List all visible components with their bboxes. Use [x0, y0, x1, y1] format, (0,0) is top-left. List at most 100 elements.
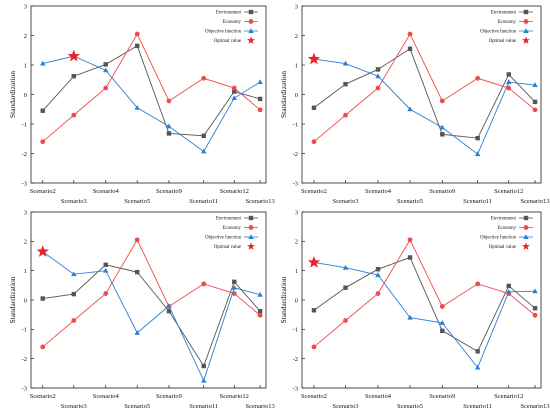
data-point [201, 148, 207, 154]
legend-marker [523, 225, 529, 230]
x-tick-label: Scenario11 [189, 198, 218, 205]
series-line-economy [313, 33, 536, 143]
data-point [506, 72, 511, 77]
legend-label: Economy [223, 20, 242, 25]
data-point [375, 85, 381, 91]
legend-label: Environment [491, 11, 517, 16]
x-tick-label: Scenario3 [332, 403, 358, 410]
y-tick-label: -3 [293, 180, 298, 187]
x-tick-label: Scenario3 [332, 198, 358, 205]
data-point [311, 344, 317, 350]
data-point [375, 67, 381, 72]
data-point [407, 106, 413, 112]
chart-panel-bottom-left: -3 -2 -1 0 1 2 3 Standardization Scenario2 Scenar… [8, 209, 275, 410]
legend-marker [523, 28, 529, 33]
x-tick-label: Scenario5 [124, 403, 150, 410]
y-tick-label: -2 [22, 151, 27, 158]
data-point [439, 124, 445, 130]
data-point [342, 264, 349, 270]
data-point [532, 107, 538, 113]
legend-marker [523, 19, 529, 24]
data-point [311, 139, 317, 145]
series-line-economy [42, 238, 261, 348]
x-tick-label: Scenario5 [397, 403, 423, 410]
legend-label: Environment [216, 217, 242, 222]
x-tick-label: Scenario2 [30, 393, 56, 400]
optimal-value-star [307, 52, 321, 65]
data-point [343, 81, 348, 87]
x-tick-label: Scenario2 [301, 393, 327, 400]
x-tick-label: Scenario3 [61, 198, 87, 205]
x-tick-label: Scenario9 [429, 393, 455, 400]
legend-marker [248, 234, 254, 239]
data-point [231, 95, 237, 101]
y-tick-label: 2 [24, 239, 27, 246]
data-point [40, 296, 45, 301]
y-tick-label: -2 [293, 151, 298, 158]
data-point [103, 262, 108, 267]
x-tick-label: Scenario12 [494, 188, 523, 195]
data-point [166, 303, 172, 308]
data-point [134, 31, 140, 37]
data-point [201, 133, 206, 138]
legend-label: Optimal value [489, 245, 516, 250]
data-point [166, 98, 172, 104]
data-point [166, 308, 172, 314]
legend-label: Optimal value [489, 39, 516, 44]
data-point [506, 283, 511, 289]
data-point [532, 82, 538, 88]
legend-marker [523, 215, 529, 221]
data-point [407, 31, 413, 37]
data-point [166, 131, 172, 136]
data-point [440, 132, 445, 137]
data-point [532, 306, 538, 311]
chart-panel-top-right: -3 -2 -1 0 1 2 3 Standardization Scenario2 Scenar… [279, 3, 550, 205]
data-point [343, 285, 348, 290]
y-tick-label: 3 [295, 3, 298, 10]
data-point [257, 308, 263, 314]
optimal-value-star [36, 245, 49, 257]
legend-marker [248, 9, 254, 15]
series-line-economy [42, 33, 261, 143]
x-tick-label: Scenario5 [124, 198, 150, 205]
x-tick-label: Scenario11 [189, 403, 218, 410]
x-tick-label: Scenario2 [301, 188, 327, 195]
data-point [342, 60, 349, 66]
series-line-objective-function [42, 55, 261, 153]
y-tick-label: -1 [293, 121, 298, 128]
legend-star [247, 242, 255, 250]
x-tick-label: Scenario5 [397, 198, 423, 205]
data-point [407, 46, 413, 51]
y-tick-label: -3 [293, 385, 298, 392]
x-tick-label: Scenario9 [156, 188, 182, 195]
data-point [201, 281, 207, 287]
legend-marker [248, 225, 254, 230]
x-tick-label: Scenario13 [246, 198, 275, 205]
x-tick-label: Scenario3 [61, 403, 87, 410]
series-line-economy [313, 238, 536, 348]
data-point [231, 85, 237, 91]
legend-label: Optimal value [214, 245, 241, 250]
data-point [40, 108, 45, 113]
legend-marker [248, 28, 254, 33]
legend-label: Environment [216, 11, 242, 16]
y-tick-label: 1 [24, 268, 27, 275]
y-axis-label: Standardization [8, 276, 17, 323]
data-point [134, 104, 140, 110]
x-tick-label: Scenario9 [429, 188, 455, 195]
data-point [532, 99, 538, 105]
legend-marker [248, 19, 254, 24]
data-point [375, 73, 381, 79]
data-point [532, 312, 538, 318]
data-point [475, 75, 481, 81]
x-tick-label: Scenario13 [520, 198, 549, 205]
x-tick-label: Scenario4 [365, 393, 392, 400]
data-point [375, 267, 381, 272]
y-tick-label: 2 [24, 33, 27, 40]
optimal-value-star [67, 49, 80, 62]
data-point [71, 271, 77, 277]
x-tick-label: Scenario2 [30, 188, 56, 195]
y-tick-label: -1 [22, 121, 27, 128]
chart-panel-bottom-right: -3 -2 -1 0 1 2 3 Standardization Scenario2 Scenar… [279, 209, 550, 410]
y-tick-label: -3 [22, 385, 27, 392]
